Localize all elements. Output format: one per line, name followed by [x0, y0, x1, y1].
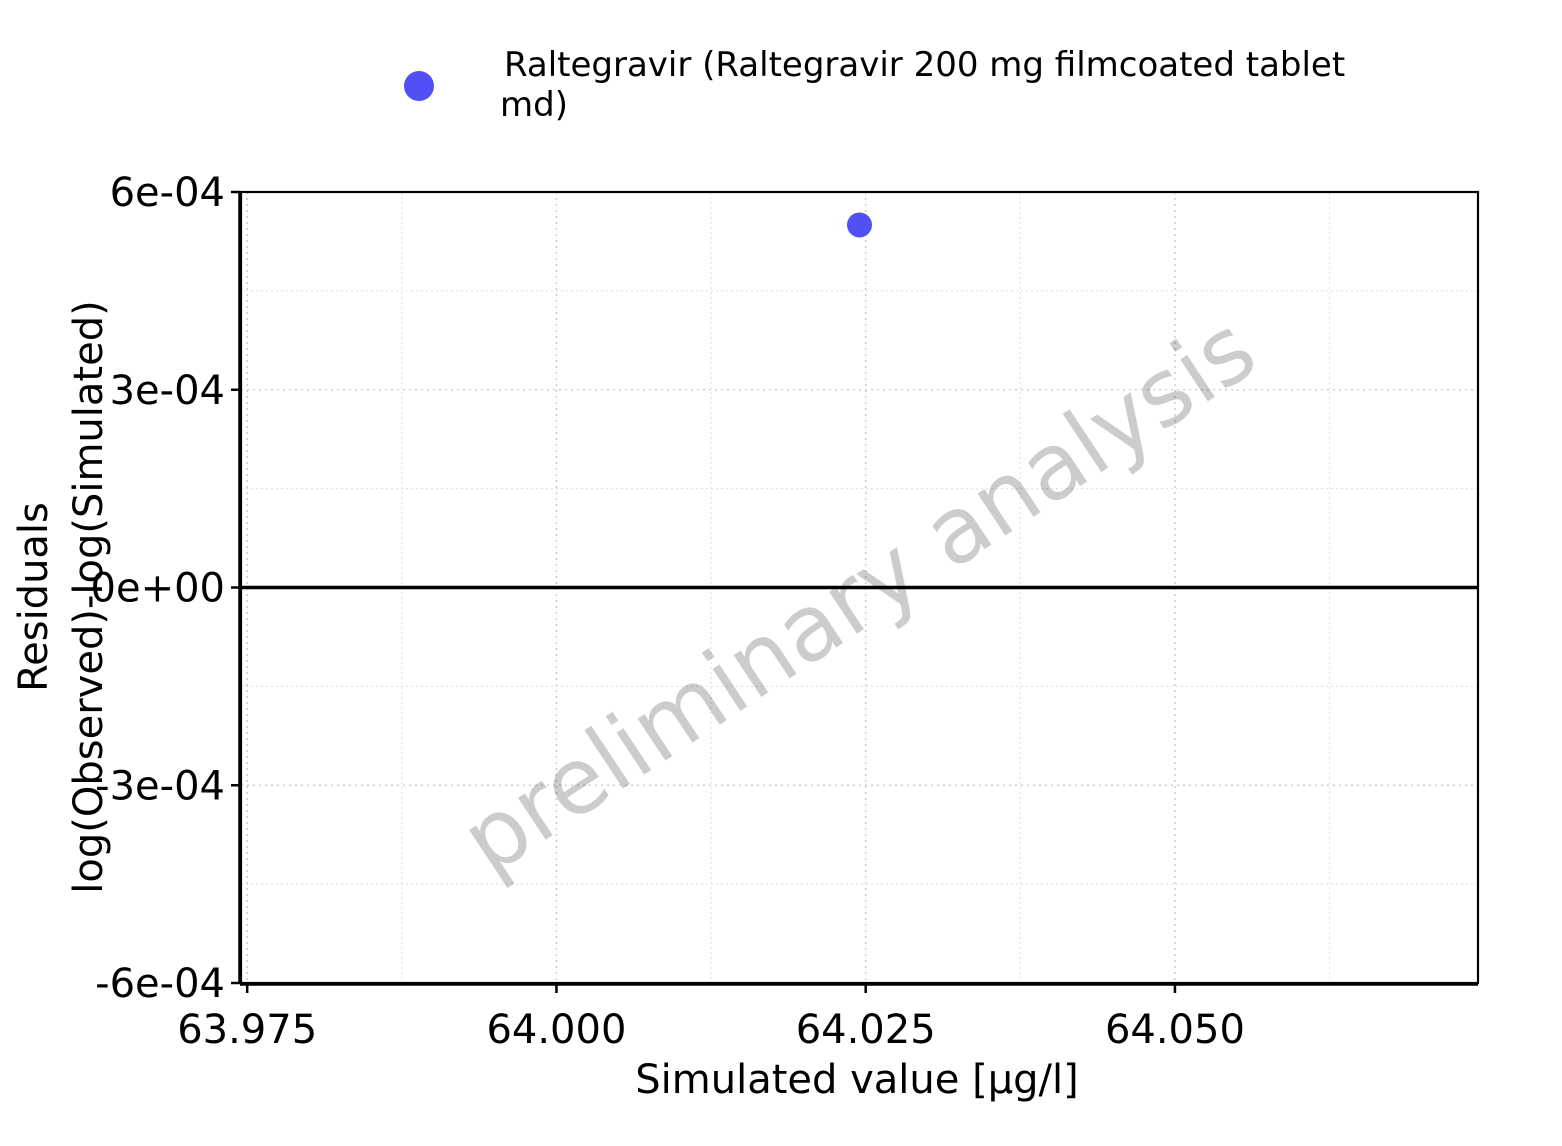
y-tick-label: 6e-04 [110, 170, 225, 216]
x-tick-label: 63.975 [177, 1007, 317, 1053]
y-axis-title-line-1: Residuals [11, 502, 57, 692]
legend-marker [404, 71, 434, 101]
y-tick-label: -6e-04 [95, 961, 225, 1007]
legend-label: Raltegravir (Raltegravir 200 mg filmcoat… [500, 45, 1356, 125]
y-tick-label: 3e-04 [110, 368, 225, 414]
x-axis-title: Simulated value [µg/l] [635, 1057, 1078, 1103]
x-tick-label: 64.050 [1105, 1007, 1245, 1053]
legend-label-line-1: Raltegravir (Raltegravir 200 mg filmcoat… [504, 45, 1345, 85]
y-tick-label: 0e+00 [91, 566, 225, 612]
x-tick-label: 64.000 [486, 1007, 626, 1053]
legend: Raltegravir (Raltegravir 200 mg filmcoat… [404, 45, 1356, 125]
legend-label-line-2: md) [500, 85, 568, 125]
y-axis-title-line-2: log(Observed)-log(Simulated) [66, 300, 112, 893]
y-tick-label: -3e-04 [95, 763, 225, 809]
x-tick-label: 64.025 [796, 1007, 936, 1053]
data-point [847, 212, 872, 238]
y-axis-ticks: 6e-04 3e-04 0e+00 -3e-04 -6e-04 [91, 170, 240, 1007]
x-axis-ticks: 63.975 64.000 64.025 64.050 [177, 984, 1245, 1053]
y-axis-title: Residuals log(Observed)-log(Simulated) [11, 300, 112, 893]
data-points [847, 212, 872, 238]
